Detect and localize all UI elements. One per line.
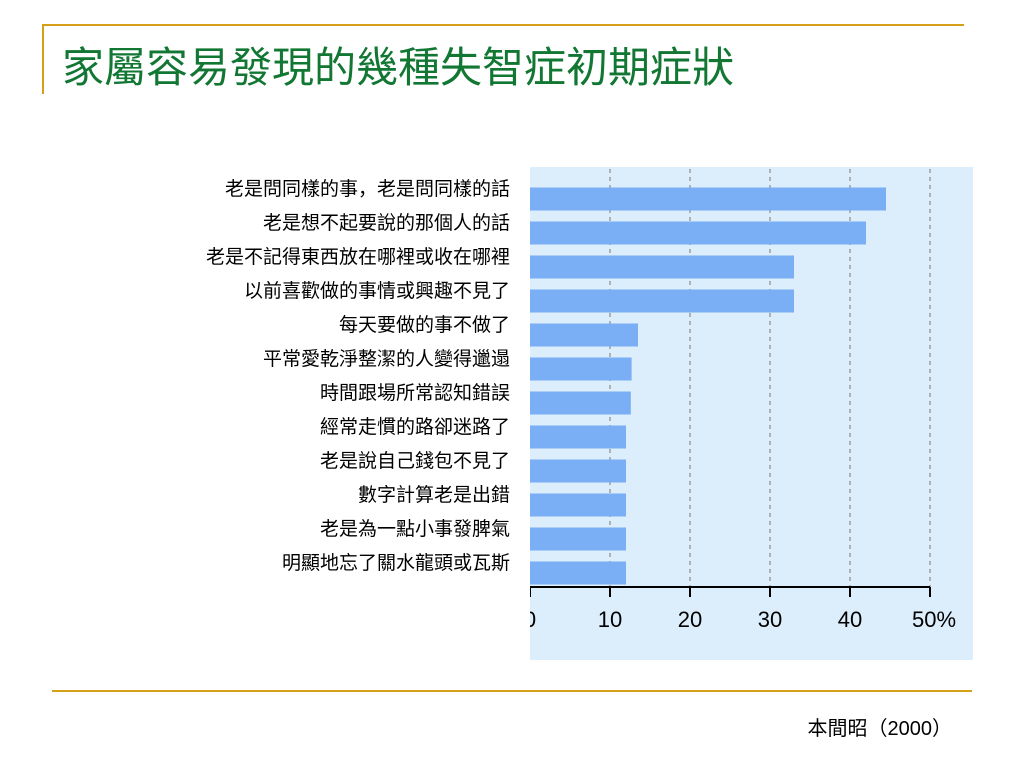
category-label: 時間跟場所常認知錯誤 bbox=[319, 382, 510, 404]
category-label: 每天要做的事不做了 bbox=[338, 314, 510, 336]
slide-title: 家屬容易發現的幾種失智症初期症狀 bbox=[62, 43, 735, 92]
category-label: 老是說自己錢包不見了 bbox=[319, 450, 510, 472]
x-tick-label-20: 20 bbox=[678, 607, 702, 632]
category-label: 老是不記得東西放在哪裡或收在哪裡 bbox=[205, 246, 510, 268]
bar-11 bbox=[530, 527, 626, 551]
bar-9 bbox=[530, 459, 626, 483]
bar-chart-svg: 0 10 20 30 40 50% bbox=[524, 167, 973, 660]
bar-10 bbox=[530, 493, 626, 517]
x-tick-label-30: 30 bbox=[758, 607, 782, 632]
x-tick-label-0: 0 bbox=[530, 607, 536, 632]
bar-12 bbox=[530, 561, 626, 585]
bar-1 bbox=[530, 187, 886, 211]
x-tick-label-50: 50% bbox=[912, 607, 956, 632]
category-label: 經常走慣的路卻迷路了 bbox=[319, 416, 510, 438]
category-label: 以前喜歡做的事情或興趣不見了 bbox=[243, 280, 510, 302]
citation: 本間昭（2000） bbox=[808, 712, 953, 741]
bar-chart: 0 10 20 30 40 50% bbox=[524, 167, 973, 664]
bottom-rule bbox=[52, 690, 972, 692]
citation-year: 2000 bbox=[887, 718, 933, 740]
top-rule bbox=[42, 24, 964, 26]
bar-5 bbox=[530, 323, 638, 347]
bar-7 bbox=[530, 391, 631, 415]
x-tick-label-10: 10 bbox=[598, 607, 622, 632]
citation-close: ） bbox=[932, 716, 952, 740]
category-label: 數字計算老是出錯 bbox=[357, 484, 510, 506]
category-label: 明顯地忘了關水龍頭或瓦斯 bbox=[281, 552, 510, 574]
category-label: 老是為一點小事發脾氣 bbox=[319, 518, 510, 540]
bar-2 bbox=[530, 221, 866, 245]
category-label: 老是問同樣的事，老是問同樣的話 bbox=[224, 178, 510, 200]
bar-8 bbox=[530, 425, 626, 449]
citation-author: 本間昭（ bbox=[807, 716, 888, 740]
category-label: 老是想不起要說的那個人的話 bbox=[262, 212, 510, 234]
bar-6 bbox=[530, 357, 632, 381]
bar-3 bbox=[530, 255, 794, 279]
bar-4 bbox=[530, 289, 794, 313]
category-label: 平常愛乾淨整潔的人變得邋遢 bbox=[262, 348, 510, 370]
x-tick-label-40: 40 bbox=[838, 607, 862, 632]
left-rule bbox=[42, 24, 44, 94]
